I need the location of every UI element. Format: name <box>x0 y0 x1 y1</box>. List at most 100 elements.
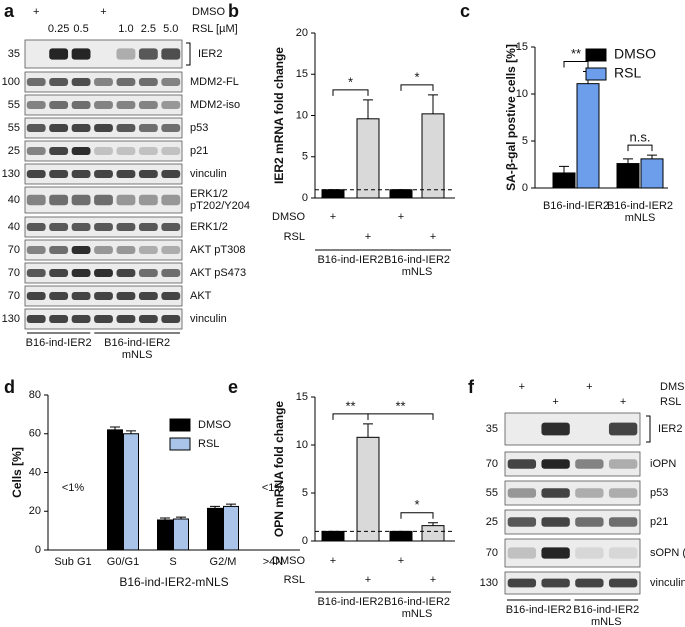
blot-band <box>541 422 570 436</box>
significance-bracket <box>332 89 369 96</box>
bar <box>173 518 189 551</box>
lane-mark: + <box>519 381 525 393</box>
blot-band <box>49 246 69 254</box>
blot-band <box>71 292 91 300</box>
blot-band <box>71 101 91 109</box>
mw-marker: 130 <box>2 168 20 180</box>
bar <box>207 507 223 551</box>
treatment-label: DMSO <box>660 381 685 393</box>
lane-mark: 0.25 <box>48 23 69 35</box>
significance-bracket <box>400 84 434 91</box>
blot-band <box>507 517 537 527</box>
group-label: B16-ind-IER2 <box>573 604 639 616</box>
blot-band <box>161 315 181 323</box>
error-bar <box>363 423 373 438</box>
blot-band <box>94 194 113 206</box>
error-bar <box>126 430 136 434</box>
mw-marker: 35 <box>8 48 20 60</box>
blot-band <box>138 78 158 86</box>
blot-band <box>116 48 136 60</box>
blot-band <box>49 269 69 277</box>
band-label: AKT <box>190 290 212 302</box>
bar <box>389 530 413 542</box>
bar <box>356 436 380 542</box>
band-label: iOPN <box>650 458 676 470</box>
band-label: p21 <box>650 516 668 528</box>
blot-band <box>161 124 181 132</box>
blot-band <box>161 78 181 86</box>
blot-band <box>71 246 91 254</box>
blot-band <box>26 223 46 231</box>
group-label: B16-ind-IER2 <box>384 596 450 608</box>
y-tick-label: 20 <box>29 505 41 517</box>
significance-label: n.s. <box>630 130 651 145</box>
blot-band <box>116 170 136 178</box>
band-label: ERK1/2 <box>190 188 228 200</box>
treatment-mark: + <box>330 211 336 223</box>
y-tick-label: 20 <box>296 27 308 39</box>
blot-band <box>94 124 113 132</box>
band-label: vinculin <box>190 168 227 180</box>
blot-band <box>507 547 537 559</box>
band-bracket <box>646 415 651 443</box>
blot-band <box>71 170 91 178</box>
significance-bracket <box>563 60 589 68</box>
lane-mark: + <box>620 396 626 408</box>
blot-band <box>138 223 158 231</box>
blot-band <box>49 292 69 300</box>
blot-band <box>49 78 69 86</box>
y-tick-label: 15 <box>516 41 528 53</box>
lane-mark: 2.5 <box>141 23 156 35</box>
blot-band <box>575 547 604 559</box>
legend-swatch <box>169 418 191 432</box>
blot-band <box>26 147 46 155</box>
blot-band <box>94 292 113 300</box>
blot-band <box>608 578 638 588</box>
treatment-label: RSL <box>284 574 305 586</box>
band-label: MDM2-FL <box>190 76 239 88</box>
legend-swatch <box>169 437 191 451</box>
legend-label: DMSO <box>614 46 656 62</box>
band-label: sOPN (CM) <box>650 547 685 559</box>
blot-band <box>71 124 91 132</box>
treatment-label: RSL <box>284 231 305 243</box>
blot-band <box>541 459 570 469</box>
panel-letter: d <box>4 377 15 397</box>
blot-band <box>94 170 113 178</box>
blot-band <box>161 194 181 206</box>
y-axis-label: IER2 mRNA fold change <box>272 47 286 184</box>
bar <box>421 525 445 542</box>
group-label: mNLS <box>402 608 433 620</box>
blot-band <box>49 223 69 231</box>
group-label: B16-ind-IER2 <box>384 254 450 266</box>
mw-marker: 100 <box>2 76 20 88</box>
y-tick-label: 0 <box>522 182 528 194</box>
error-bar <box>176 516 186 519</box>
error-bar <box>428 522 438 526</box>
blot-band <box>26 292 46 300</box>
blot-band <box>94 315 113 323</box>
blot-band <box>94 147 113 155</box>
panel-letter: a <box>4 1 15 21</box>
band-label: pT202/Y204 <box>190 200 250 212</box>
blot-band <box>49 170 69 178</box>
blot-band <box>94 101 113 109</box>
blot-band <box>608 517 638 527</box>
bar <box>389 189 413 199</box>
mw-marker: 55 <box>486 487 498 499</box>
treatment-mark: + <box>430 574 436 586</box>
y-tick-label: 5 <box>302 487 308 499</box>
mw-marker: 70 <box>486 458 498 470</box>
mw-marker: 35 <box>486 423 498 435</box>
y-axis-label: OPN mRNA fold change <box>272 401 286 538</box>
blot-band <box>138 170 158 178</box>
bar <box>616 163 640 189</box>
mw-marker: 70 <box>486 547 498 559</box>
legend-label: DMSO <box>198 419 231 431</box>
blot-band <box>541 578 570 588</box>
band-label: p21 <box>190 145 208 157</box>
legend-label: RSL <box>198 438 219 450</box>
mw-marker: 55 <box>8 99 20 111</box>
band-label: p53 <box>190 122 208 134</box>
significance-bracket <box>367 413 434 420</box>
